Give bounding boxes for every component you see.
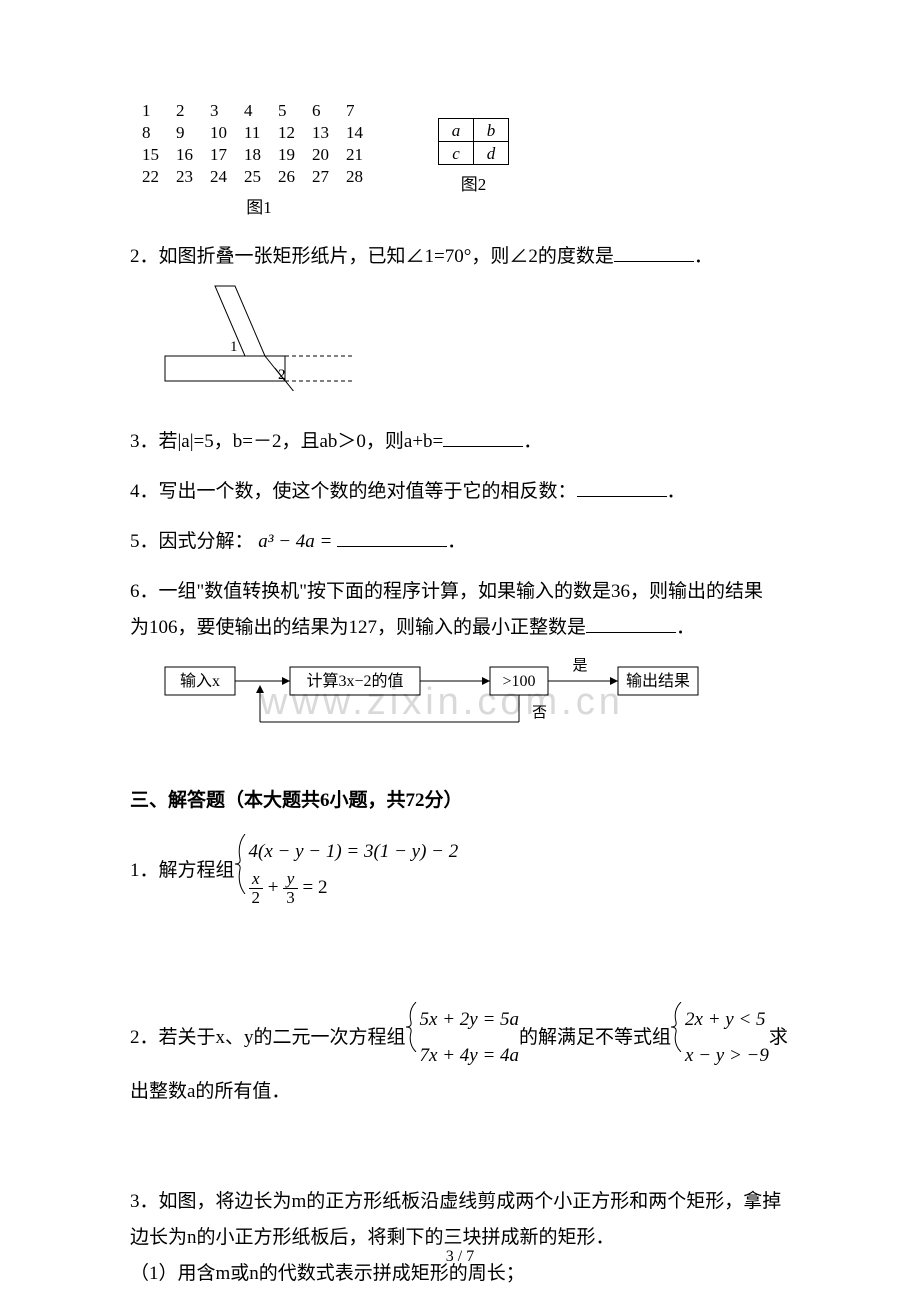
q5-blank [337, 527, 447, 547]
q2-blank [614, 242, 694, 262]
svg-text:输出结果: 输出结果 [626, 672, 690, 690]
question-3: 3．若|a|=5，b=－2，且ab＞0，则a+b=． [130, 424, 790, 460]
s3-line1: 3．如图，将边长为m的正方形纸板沿虚线剪成两个小正方形和两个矩形，拿掉 [130, 1184, 790, 1220]
svg-text:是: 是 [572, 658, 587, 674]
svg-text:2: 2 [278, 367, 286, 383]
q5-text: 5．因式分解： [130, 531, 254, 552]
svg-text:>100: >100 [502, 673, 535, 690]
q6-line2a: 为106，要使输出的结果为127，则输入的最小正整数是 [130, 617, 586, 638]
page: 1234567 891011121314 15161718192021 2223… [0, 0, 920, 1302]
number-grid: 1234567 891011121314 15161718192021 2223… [140, 100, 378, 188]
question-5: 5．因式分解： a³ − 4a = ． [130, 524, 790, 560]
question-2: 2．如图折叠一张矩形纸片，已知∠1=70°，则∠2的度数是． [130, 239, 790, 275]
s2-suffix: 求 [769, 1020, 788, 1056]
solve-2: 2．若关于x、y的二元一次方程组 5x + 2y = 5a 7x + 4y = … [130, 1002, 790, 1074]
s2-line2: 出整数a的所有值． [130, 1074, 790, 1110]
s2-system-b: 2x + y < 5 x − y > −9 [671, 1002, 769, 1074]
q4-text: 4．写出一个数，使这个数的绝对值等于它的相反数： [130, 481, 577, 502]
s2-mid: 的解满足不等式组 [519, 1020, 671, 1056]
q6-line1: 6．一组"数值转换机"按下面的程序计算，如果输入的数是36，则输出的结果 [130, 574, 790, 610]
q3-text: 3．若|a|=5，b=－2，且ab＞0，则a+b= [130, 431, 443, 452]
small-grid: ab cd [438, 118, 509, 165]
svg-text:计算3x−2的值: 计算3x−2的值 [306, 671, 403, 690]
figure-2-label: 图2 [438, 165, 509, 201]
s2-prefix: 2．若关于x、y的二元一次方程组 [130, 1020, 406, 1056]
figures-row: 1234567 891011121314 15161718192021 2223… [140, 100, 790, 225]
figure-1: 1234567 891011121314 15161718192021 2223… [140, 100, 378, 225]
svg-text:否: 否 [532, 705, 547, 721]
section-3-title: 三、解答题（本大题共6小题，共72分） [130, 783, 790, 819]
svg-text:1: 1 [230, 339, 238, 355]
question-4: 4．写出一个数，使这个数的绝对值等于它的相反数：． [130, 474, 790, 510]
solve-1: 1．解方程组 4(x − y − 1) = 3(1 − y) − 2 x2 + … [130, 834, 790, 908]
solve-3: 3．如图，将边长为m的正方形纸板沿虚线剪成两个小正方形和两个矩形，拿掉 边长为n… [130, 1184, 790, 1292]
q3-blank [443, 427, 523, 447]
q4-blank [577, 477, 667, 497]
svg-text:输入x: 输入x [180, 672, 220, 690]
s2-system-a: 5x + 2y = 5a 7x + 4y = 4a [406, 1002, 520, 1074]
figure-1-label: 图1 [140, 188, 378, 224]
q6-blank [586, 613, 676, 633]
page-number: 3 / 7 [0, 1242, 920, 1272]
q2-text: 2．如图折叠一张矩形纸片，已知∠1=70°，则∠2的度数是 [130, 246, 614, 267]
q5-expr: a³ − 4a = [258, 531, 332, 552]
s1-system: 4(x − y − 1) = 3(1 − y) − 2 x2 + y3 = 2 [235, 834, 459, 908]
s1-prefix: 1．解方程组 [130, 853, 235, 889]
question-6: 6．一组"数值转换机"按下面的程序计算，如果输入的数是36，则输出的结果 为10… [130, 574, 790, 646]
fold-diagram: 1 2 [160, 281, 360, 391]
flowchart: www.zixin.com.cn 输入x 计算3x−2的值 >100 是 输出结… [160, 652, 720, 742]
figure-2: ab cd 图2 [438, 100, 509, 201]
